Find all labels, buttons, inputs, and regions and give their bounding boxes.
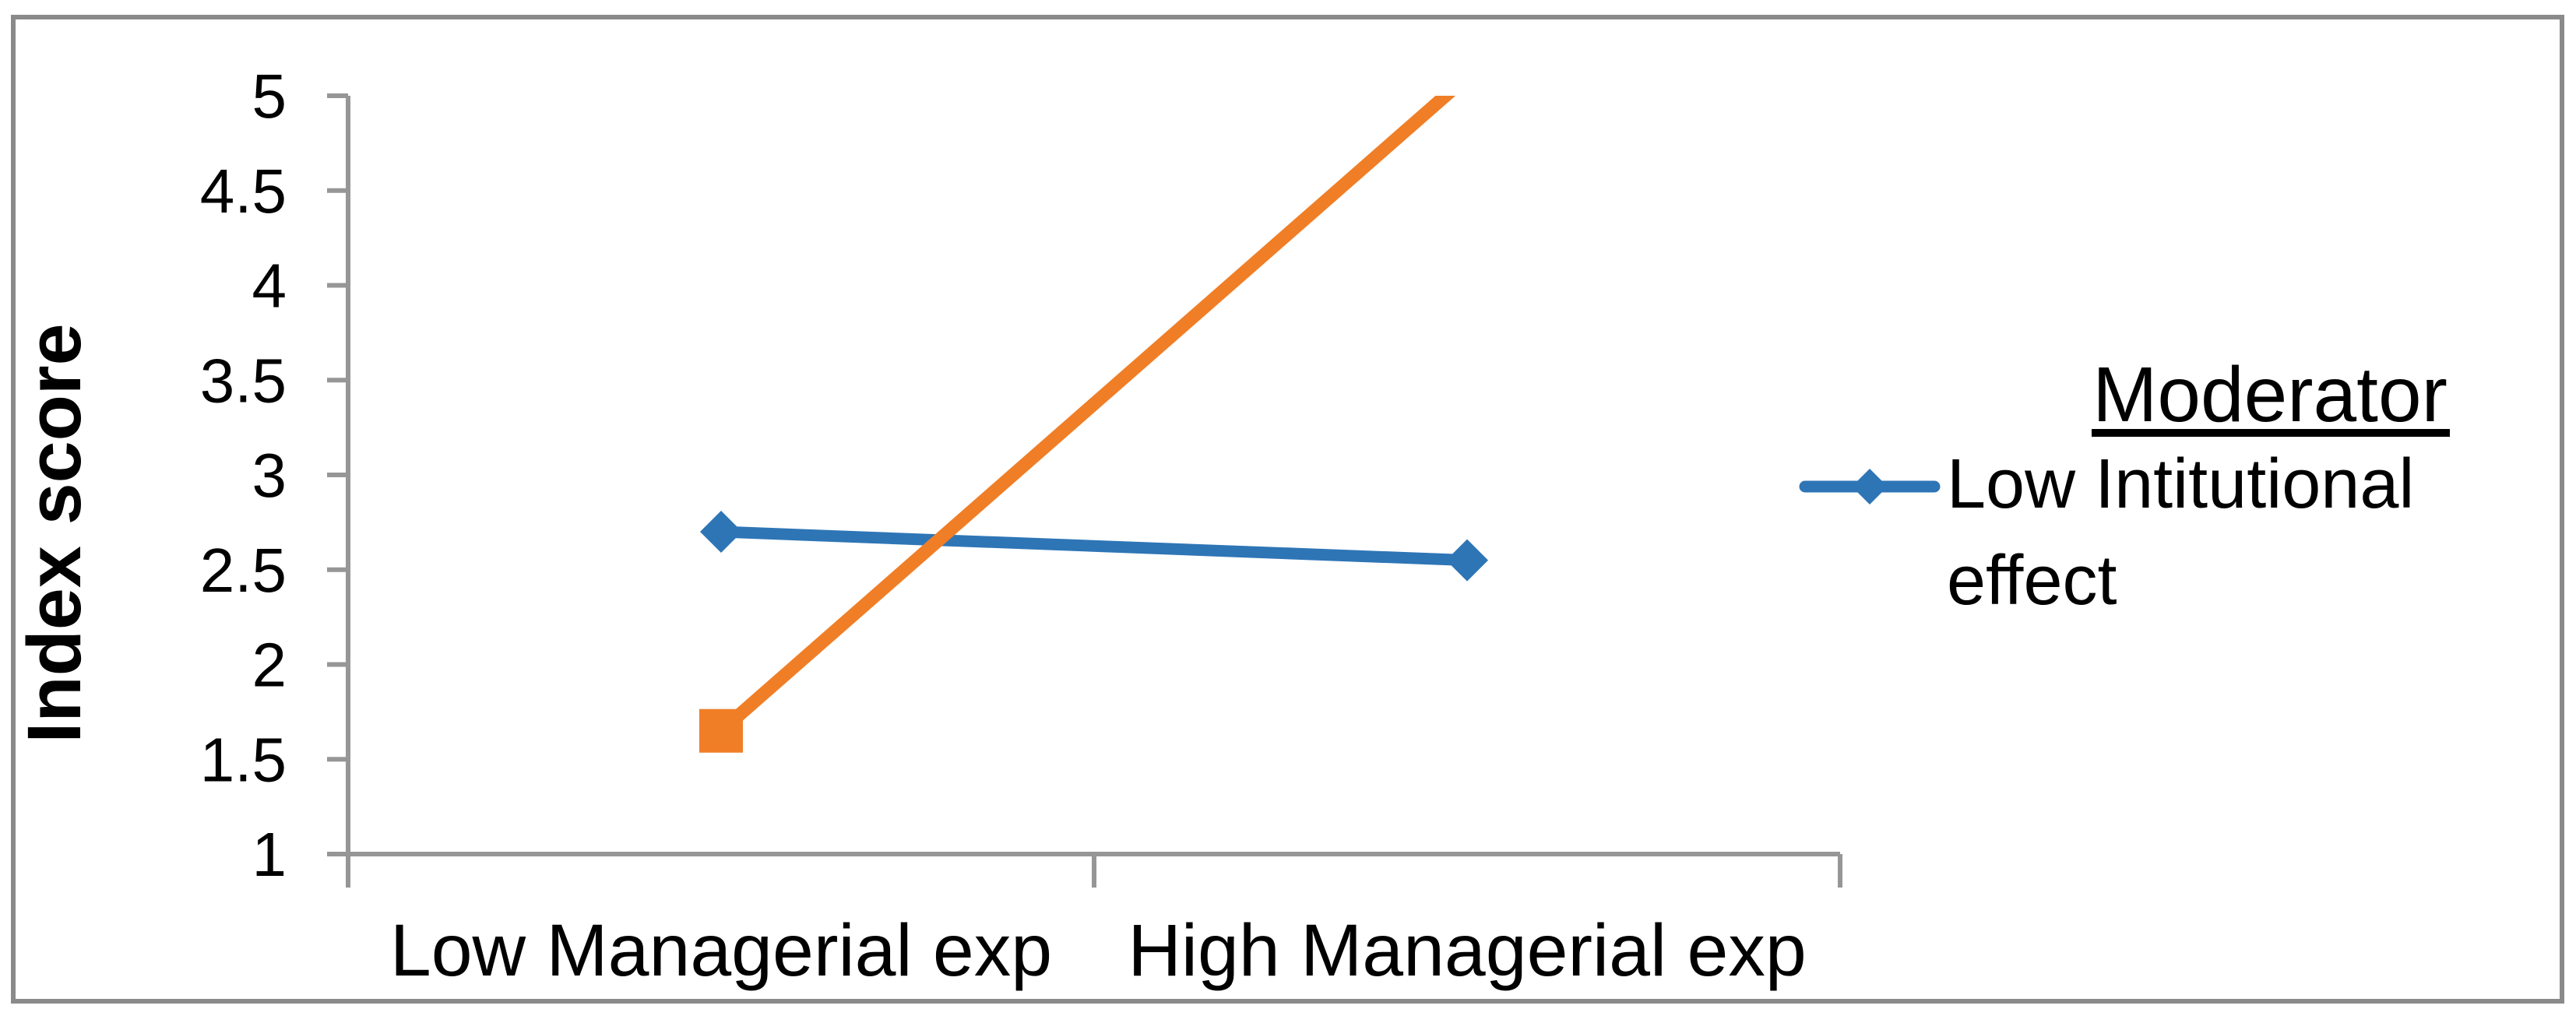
y-axis-tick-label: 2.5 xyxy=(200,536,287,605)
tick-labels: 5 4.5 4 3.5 3 2.5 2 1.5 1 Low Managerial exp High … xyxy=(200,62,1807,992)
x-axis-category-label: Low Managerial exp xyxy=(390,909,1052,992)
y-axis-tick-label: 4.5 xyxy=(200,156,287,226)
legend-series-marker xyxy=(1799,469,1941,504)
legend-title: Moderator xyxy=(2092,351,2448,438)
diamond-marker xyxy=(1446,539,1488,582)
x-axis-category-label: High Managerial exp xyxy=(1128,909,1806,992)
y-axis-tick-label: 1.5 xyxy=(200,725,287,794)
legend-diamond-marker xyxy=(1852,469,1888,504)
legend: Moderator Low Intitutional effect xyxy=(1799,351,2450,620)
figure-border xyxy=(11,15,2564,1004)
legend-entry-label: Low Intitutional effect xyxy=(1947,445,2414,620)
data-series xyxy=(714,96,1473,738)
y-axis-tick-label: 1 xyxy=(252,820,287,889)
y-axis-title: Index score xyxy=(12,323,97,743)
y-axis-tick-label: 3.5 xyxy=(200,346,287,415)
square-marker xyxy=(699,708,743,753)
series-line xyxy=(715,526,1473,567)
axes xyxy=(327,93,1842,888)
y-axis-tick-label: 3 xyxy=(252,441,287,510)
series-line xyxy=(714,96,1456,738)
y-axis-tick-label: 2 xyxy=(252,631,287,700)
y-axis-tick-label: 5 xyxy=(252,62,287,131)
diamond-marker xyxy=(700,511,742,554)
data-markers xyxy=(699,511,1488,753)
y-axis-tick-label: 4 xyxy=(252,251,287,321)
